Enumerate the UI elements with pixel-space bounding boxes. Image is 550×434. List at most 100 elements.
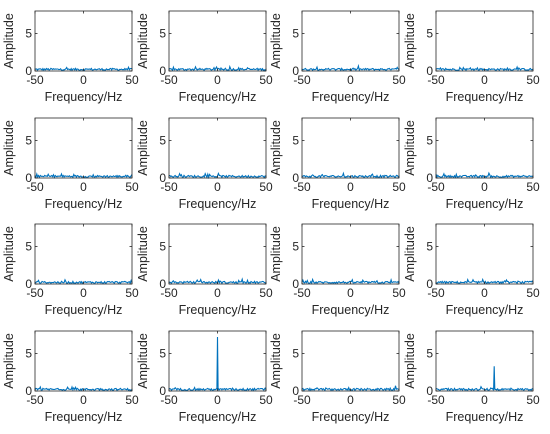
- axes-box: [168, 10, 267, 72]
- y-axis-label: Amplitude: [269, 333, 283, 389]
- x-tick-label: 50: [125, 286, 139, 300]
- y-axis-label: Amplitude: [2, 333, 16, 389]
- x-tick-label: 0: [481, 393, 488, 407]
- x-tick-label: 0: [347, 393, 354, 407]
- x-axis-label: Frequency/Hz: [446, 90, 524, 104]
- x-axis-label: Frequency/Hz: [179, 90, 257, 104]
- x-axis-label: Frequency/Hz: [446, 303, 524, 317]
- axes-box: [34, 10, 133, 72]
- y-tick-label: 0: [159, 384, 166, 398]
- spectrum-line: [435, 366, 534, 392]
- y-tick-label: 0: [426, 277, 433, 291]
- axes-box: [301, 117, 400, 179]
- y-axis-label: Amplitude: [403, 226, 417, 282]
- y-tick-label: 5: [25, 347, 32, 361]
- x-tick-label: 50: [259, 286, 273, 300]
- x-tick-label: 0: [80, 286, 87, 300]
- x-axis-label: Frequency/Hz: [312, 303, 390, 317]
- y-tick-label: 0: [292, 277, 299, 291]
- y-tick-label: 0: [159, 64, 166, 78]
- x-axis-label: Frequency/Hz: [45, 410, 123, 424]
- y-tick-label: 5: [159, 347, 166, 361]
- y-axis-label: Amplitude: [269, 120, 283, 176]
- x-tick-label: 0: [80, 180, 87, 194]
- x-axis-label: Frequency/Hz: [45, 197, 123, 211]
- x-tick-label: 0: [481, 286, 488, 300]
- axes-box: [435, 330, 534, 392]
- x-tick-label: 50: [125, 180, 139, 194]
- y-tick-label: 5: [159, 27, 166, 41]
- x-tick-label: 50: [259, 73, 273, 87]
- x-tick-label: 0: [214, 393, 221, 407]
- x-tick-label: 0: [214, 180, 221, 194]
- x-tick-label: 0: [80, 73, 87, 87]
- y-tick-label: 0: [292, 384, 299, 398]
- x-tick-label: -50: [427, 286, 445, 300]
- x-tick-label: 50: [526, 393, 540, 407]
- y-axis-label: Amplitude: [269, 226, 283, 282]
- x-axis-label: Frequency/Hz: [312, 90, 390, 104]
- y-axis-label: Amplitude: [136, 120, 150, 176]
- y-tick-label: 0: [159, 277, 166, 291]
- x-axis-label: Frequency/Hz: [312, 410, 390, 424]
- y-tick-label: 5: [426, 134, 433, 148]
- x-tick-label: -50: [427, 73, 445, 87]
- axes-box: [168, 223, 267, 285]
- x-tick-label: -50: [160, 180, 178, 194]
- axes-box: [435, 223, 534, 285]
- y-tick-label: 5: [159, 240, 166, 254]
- y-tick-label: 5: [292, 347, 299, 361]
- x-axis-label: Frequency/Hz: [179, 303, 257, 317]
- y-tick-label: 0: [25, 171, 32, 185]
- x-tick-label: 50: [125, 393, 139, 407]
- x-tick-label: -50: [160, 393, 178, 407]
- y-tick-label: 0: [426, 384, 433, 398]
- axes-box: [301, 223, 400, 285]
- axes-box: [34, 223, 133, 285]
- x-axis-label: Frequency/Hz: [45, 303, 123, 317]
- y-tick-label: 0: [25, 64, 32, 78]
- x-tick-label: -50: [293, 286, 311, 300]
- y-tick-label: 0: [292, 64, 299, 78]
- x-tick-label: 0: [214, 286, 221, 300]
- x-tick-label: 50: [392, 73, 406, 87]
- y-tick-label: 0: [25, 277, 32, 291]
- y-tick-label: 5: [292, 240, 299, 254]
- x-tick-label: 50: [259, 393, 273, 407]
- spectrum-line: [168, 336, 267, 392]
- y-axis-label: Amplitude: [269, 13, 283, 69]
- x-tick-label: -50: [293, 180, 311, 194]
- x-tick-label: 0: [347, 73, 354, 87]
- x-tick-label: 50: [392, 286, 406, 300]
- y-tick-label: 5: [159, 134, 166, 148]
- x-tick-label: -50: [26, 393, 44, 407]
- y-axis-label: Amplitude: [136, 13, 150, 69]
- x-tick-label: 0: [347, 286, 354, 300]
- x-axis-label: Frequency/Hz: [179, 410, 257, 424]
- x-axis-label: Frequency/Hz: [446, 197, 524, 211]
- y-tick-label: 0: [25, 384, 32, 398]
- y-tick-label: 0: [426, 171, 433, 185]
- x-tick-label: 0: [80, 393, 87, 407]
- y-axis-label: Amplitude: [136, 333, 150, 389]
- axes-box: [34, 330, 133, 392]
- x-tick-label: 0: [347, 180, 354, 194]
- y-tick-label: 5: [292, 27, 299, 41]
- axes-box: [301, 10, 400, 72]
- y-tick-label: 0: [292, 171, 299, 185]
